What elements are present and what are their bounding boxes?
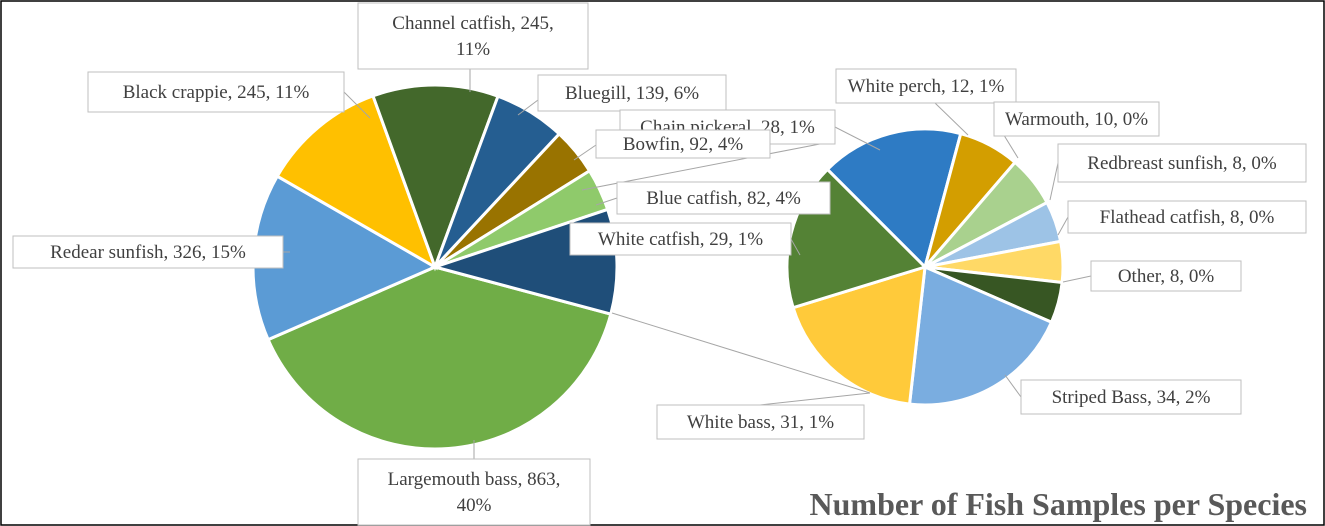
data-label-text: Redbreast sunfish, 8, 0% <box>1087 153 1277 174</box>
data-label-box <box>1090 260 1242 292</box>
leader-line-white-bass <box>759 392 871 406</box>
data-label-text: White bass, 31, 1% <box>687 412 834 433</box>
data-label-text: White catfish, 29, 1% <box>598 229 763 250</box>
data-label-box <box>656 404 865 440</box>
secondary-slice-white-bass <box>791 264 927 406</box>
leader-line-blue-catfish <box>595 197 618 206</box>
secondary-pie <box>785 127 1065 407</box>
data-label-text: Bluegill, 139, 6% <box>565 83 699 104</box>
leader-line-other <box>1062 275 1092 283</box>
data-label-chain-pickeral: Chain pickeral, 28, 1% <box>619 109 836 145</box>
primary-pie <box>251 83 619 451</box>
primary-slice-channel-catfish <box>371 83 500 272</box>
data-label-text: 11% <box>456 39 490 60</box>
data-label-black-crappie: Black crappie, 245, 11% <box>87 71 345 113</box>
leader-line-bowfin <box>573 144 597 161</box>
data-label-box <box>616 181 831 215</box>
data-label-box <box>569 222 792 256</box>
data-label-text: Flathead catfish, 8, 0% <box>1100 207 1275 228</box>
data-label-channel-catfish: Channel catfish, 245, 11% <box>357 2 589 70</box>
data-label-redbreast: Redbreast sunfish, 8, 0% <box>1057 143 1307 183</box>
data-labels: Channel catfish, 245, 11% Black crappie, 2… <box>12 2 1307 526</box>
data-label-box <box>835 68 1017 104</box>
data-label-largemouth: Largemouth bass, 863, 40% <box>357 458 591 526</box>
data-label-blue-catfish: Blue catfish, 82, 4% <box>616 181 831 215</box>
leader-line-flathead <box>1057 216 1069 236</box>
data-label-text: Black crappie, 245, 11% <box>123 82 310 103</box>
data-label-striped-bass: Striped Bass, 34, 2% <box>1020 379 1242 415</box>
data-label-redear: Redear sunfish, 326, 15% <box>12 235 284 269</box>
secondary-slice-striped-bass <box>907 264 1054 407</box>
data-label-box <box>357 458 591 526</box>
data-label-box <box>1020 379 1242 415</box>
data-label-white-catfish: White catfish, 29, 1% <box>569 222 792 256</box>
data-label-text: Blue catfish, 82, 4% <box>646 188 801 209</box>
primary-slice-largemouth-bass <box>266 265 613 451</box>
data-label-text: Channel catfish, 245, <box>392 13 553 34</box>
data-label-box <box>357 2 589 70</box>
pie-connector-line <box>611 312 871 394</box>
data-label-text: 40% <box>457 495 492 516</box>
data-label-box <box>1057 143 1307 183</box>
data-label-box <box>993 101 1160 137</box>
data-label-warmouth: Warmouth, 10, 0% <box>993 101 1160 137</box>
data-label-text: Striped Bass, 34, 2% <box>1052 387 1211 408</box>
data-label-box <box>1067 200 1307 234</box>
leader-line-chain-pickeral <box>834 126 881 151</box>
data-label-text: Largemouth bass, 863, <box>388 469 561 490</box>
data-label-flathead: Flathead catfish, 8, 0% <box>1067 200 1307 234</box>
leader-line-striped-bass <box>1004 374 1022 398</box>
data-label-box <box>595 129 771 159</box>
data-label-box <box>87 71 345 113</box>
leader-line-white-perch <box>934 102 969 136</box>
primary-slice-black-crappie <box>275 93 438 271</box>
data-label-text: Bowfin, 92, 4% <box>623 134 744 155</box>
leader-line-white-catfish <box>790 238 801 256</box>
data-label-white-bass: White bass, 31, 1% <box>656 404 865 440</box>
chart-title: Number of Fish Samples per Species <box>810 486 1308 522</box>
leader-line-redbreast <box>1049 162 1059 201</box>
data-label-text: Other, 8, 0% <box>1118 266 1214 287</box>
data-label-white-perch: White perch, 12, 1% <box>835 68 1017 104</box>
data-label-text: Warmouth, 10, 0% <box>1005 109 1148 130</box>
data-label-text: Redear sunfish, 326, 15% <box>50 242 246 263</box>
data-label-box <box>537 74 727 112</box>
leader-line-bluegill <box>517 99 539 116</box>
leader-line-black-crappie <box>343 91 371 119</box>
data-label-bluegill: Bluegill, 139, 6% <box>537 74 727 112</box>
secondary-slice-chain-pickeral <box>825 127 963 270</box>
data-label-text: White perch, 12, 1% <box>848 76 1005 97</box>
data-label-box <box>12 235 284 269</box>
data-label-other: Other, 8, 0% <box>1090 260 1242 292</box>
data-label-bowfin: Bowfin, 92, 4% <box>595 129 771 159</box>
